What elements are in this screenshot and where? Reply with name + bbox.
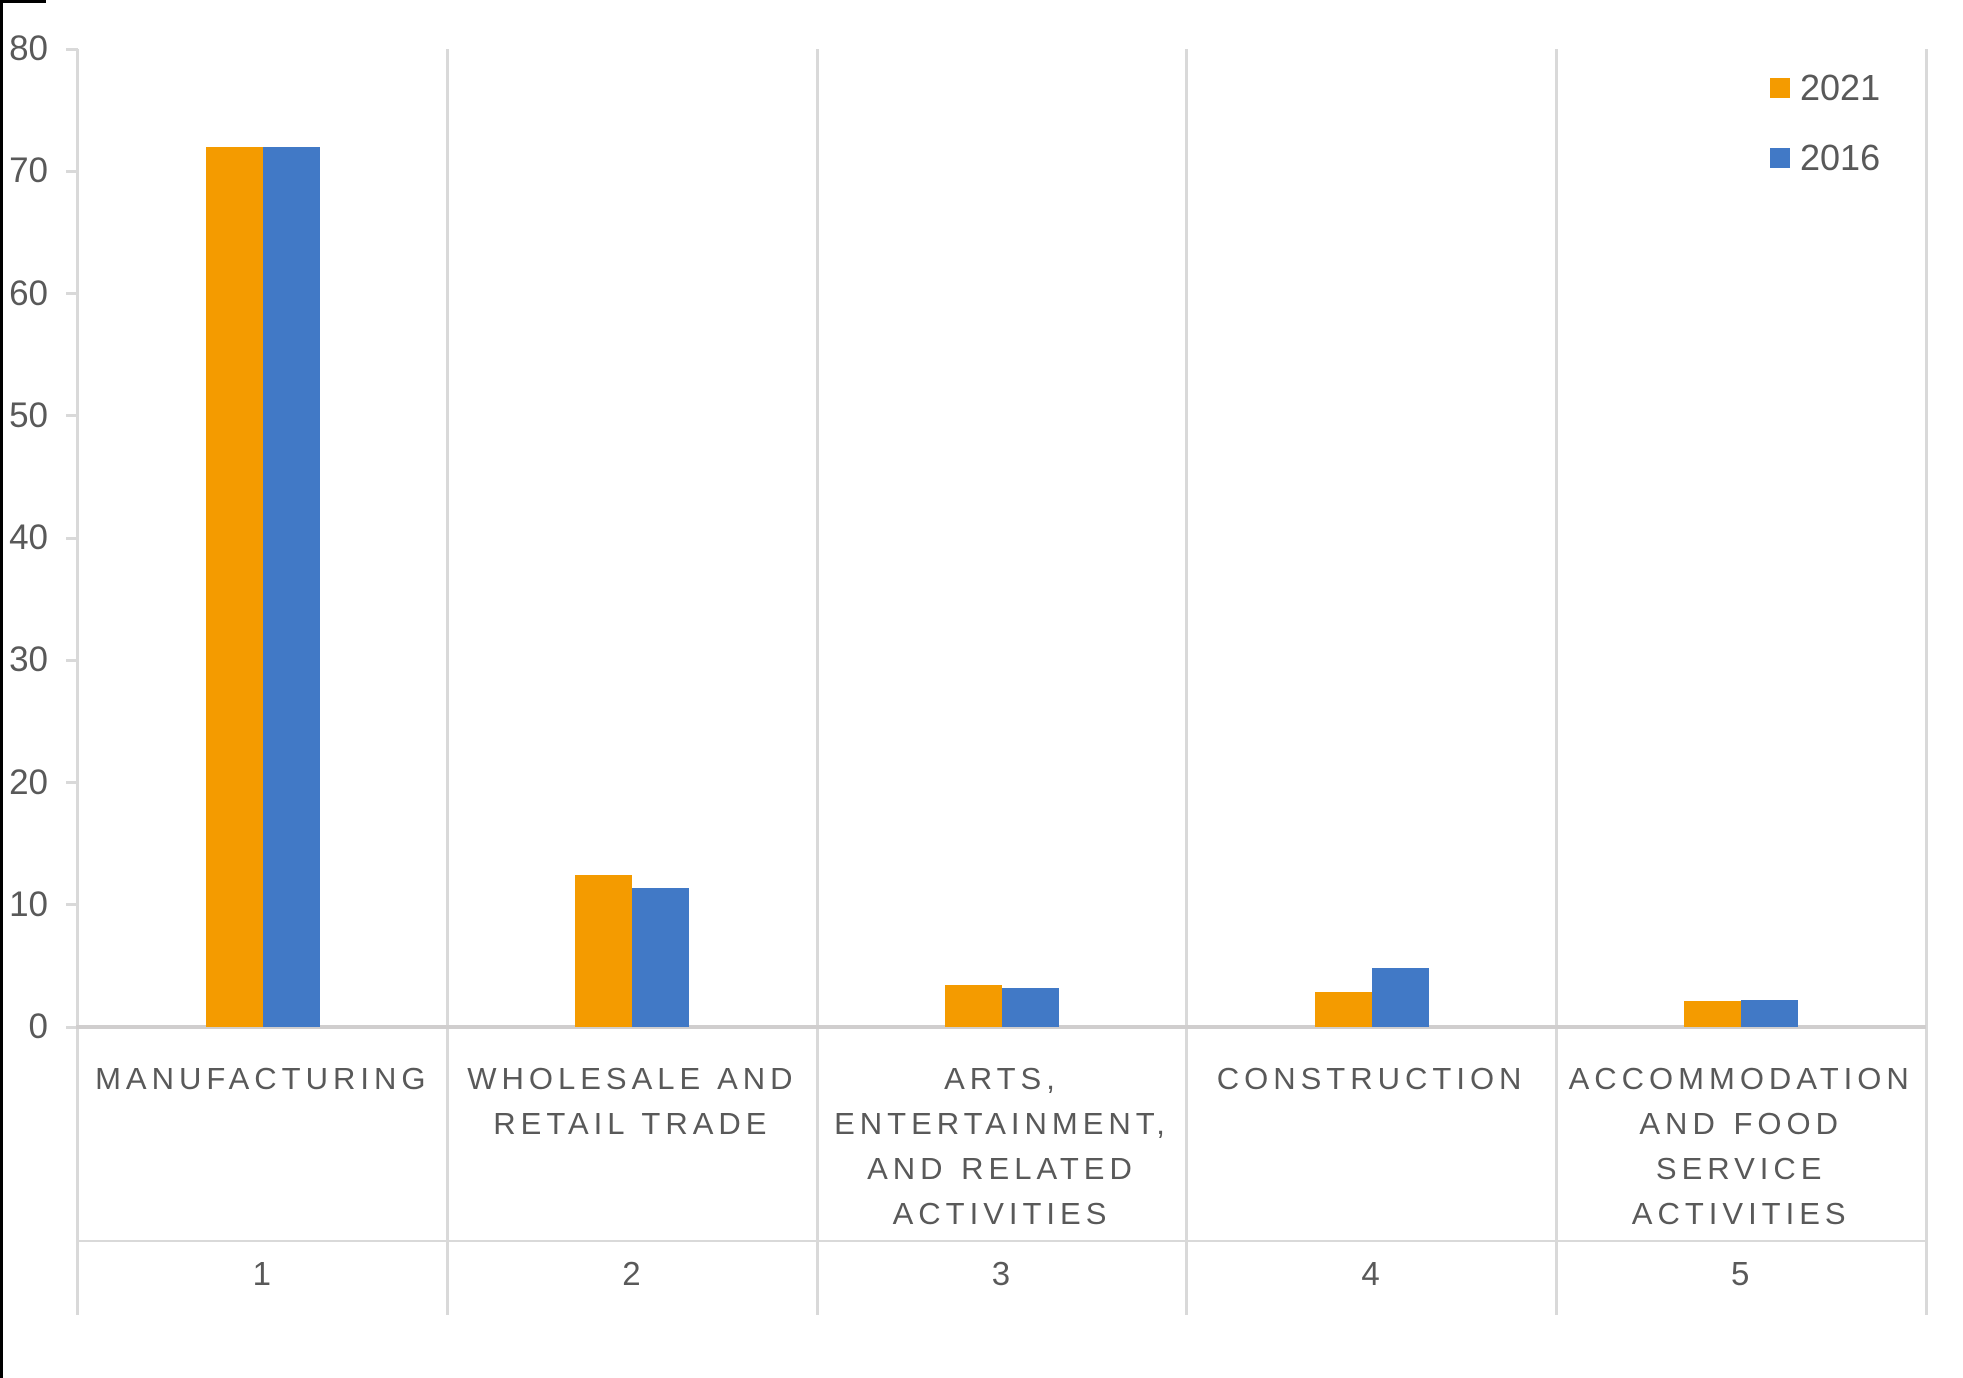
bar-2016-category-1[interactable] — [262, 146, 320, 1027]
category-number-5: 5 — [1731, 1255, 1752, 1292]
frame-left-edge-line — [0, 0, 3, 1378]
y-axis-label-60: 60 — [9, 273, 48, 313]
bar-2021-category-1[interactable] — [205, 146, 263, 1027]
legend-swatch-2021-icon — [1770, 78, 1790, 98]
chart-legend: 2021 2016 — [1770, 66, 1880, 180]
category-separator-4 — [1554, 49, 1558, 1315]
y-axis-label-30: 30 — [9, 640, 48, 680]
category-number-1: 1 — [252, 1255, 273, 1292]
y-axis-tick-0 — [66, 1025, 78, 1029]
category-number-4: 4 — [1361, 1255, 1382, 1292]
bar-2021-category-4[interactable] — [1314, 991, 1372, 1027]
category-label-4: CONSTRUCTION — [1216, 1061, 1527, 1096]
y-axis-tick-80 — [66, 47, 78, 51]
y-axis-tick-20 — [66, 781, 78, 784]
legend-swatch-2016-icon — [1770, 148, 1790, 168]
y-axis-label-50: 50 — [9, 395, 48, 435]
y-axis-tick-50 — [66, 414, 78, 418]
frame-top-edge-line — [0, 0, 46, 3]
y-axis-tick-30 — [66, 658, 78, 662]
category-label-2: WHOLESALE AND RETAIL TRADE — [467, 1061, 798, 1141]
bar-2021-category-2[interactable] — [575, 875, 633, 1027]
legend-label-2021: 2021 — [1800, 67, 1881, 108]
bar-2016-category-5[interactable] — [1741, 1000, 1799, 1027]
bar-2021-category-5[interactable] — [1684, 1001, 1742, 1027]
bar-2016-category-3[interactable] — [1002, 987, 1059, 1027]
plot-right-border — [1924, 49, 1928, 1315]
category-label-5: ACCOMMODATION AND FOOD SERVICE ACTIVITIE… — [1568, 1061, 1914, 1231]
y-axis-tick-60 — [66, 292, 78, 295]
bar-2016-category-2[interactable] — [632, 887, 690, 1027]
y-axis-tick-70 — [66, 169, 78, 173]
bar-2016-category-4[interactable] — [1371, 968, 1429, 1027]
y-axis-tick-40 — [66, 536, 78, 540]
category-number-3: 3 — [991, 1255, 1013, 1292]
x-axis-line — [76, 1025, 1926, 1029]
bar-2021-category-3[interactable] — [945, 985, 1002, 1027]
y-axis-label-70: 70 — [9, 151, 48, 191]
category-label-1: MANUFACTURING — [95, 1061, 431, 1096]
y-axis-label-0: 0 — [28, 1007, 48, 1046]
category-separator-1 — [446, 49, 450, 1315]
axis-label-divider-line — [76, 1240, 1926, 1242]
legend-item-2016[interactable]: 2016 — [1770, 136, 1880, 180]
y-axis-label-20: 20 — [9, 762, 48, 802]
y-axis-label-40: 40 — [9, 518, 48, 557]
y-axis-label-80: 80 — [9, 29, 48, 68]
y-axis-tick-10 — [66, 903, 78, 907]
y-axis-line — [76, 49, 79, 1315]
category-separator-3 — [1185, 49, 1189, 1315]
category-number-2: 2 — [622, 1255, 643, 1292]
category-separator-2 — [815, 49, 819, 1315]
legend-item-2021[interactable]: 2021 — [1770, 66, 1880, 110]
y-axis-label-10: 10 — [9, 884, 48, 924]
category-label-3: ARTS, ENTERTAINMENT, AND RELATED ACTIVIT… — [834, 1061, 1170, 1231]
legend-label-2016: 2016 — [1800, 137, 1881, 178]
